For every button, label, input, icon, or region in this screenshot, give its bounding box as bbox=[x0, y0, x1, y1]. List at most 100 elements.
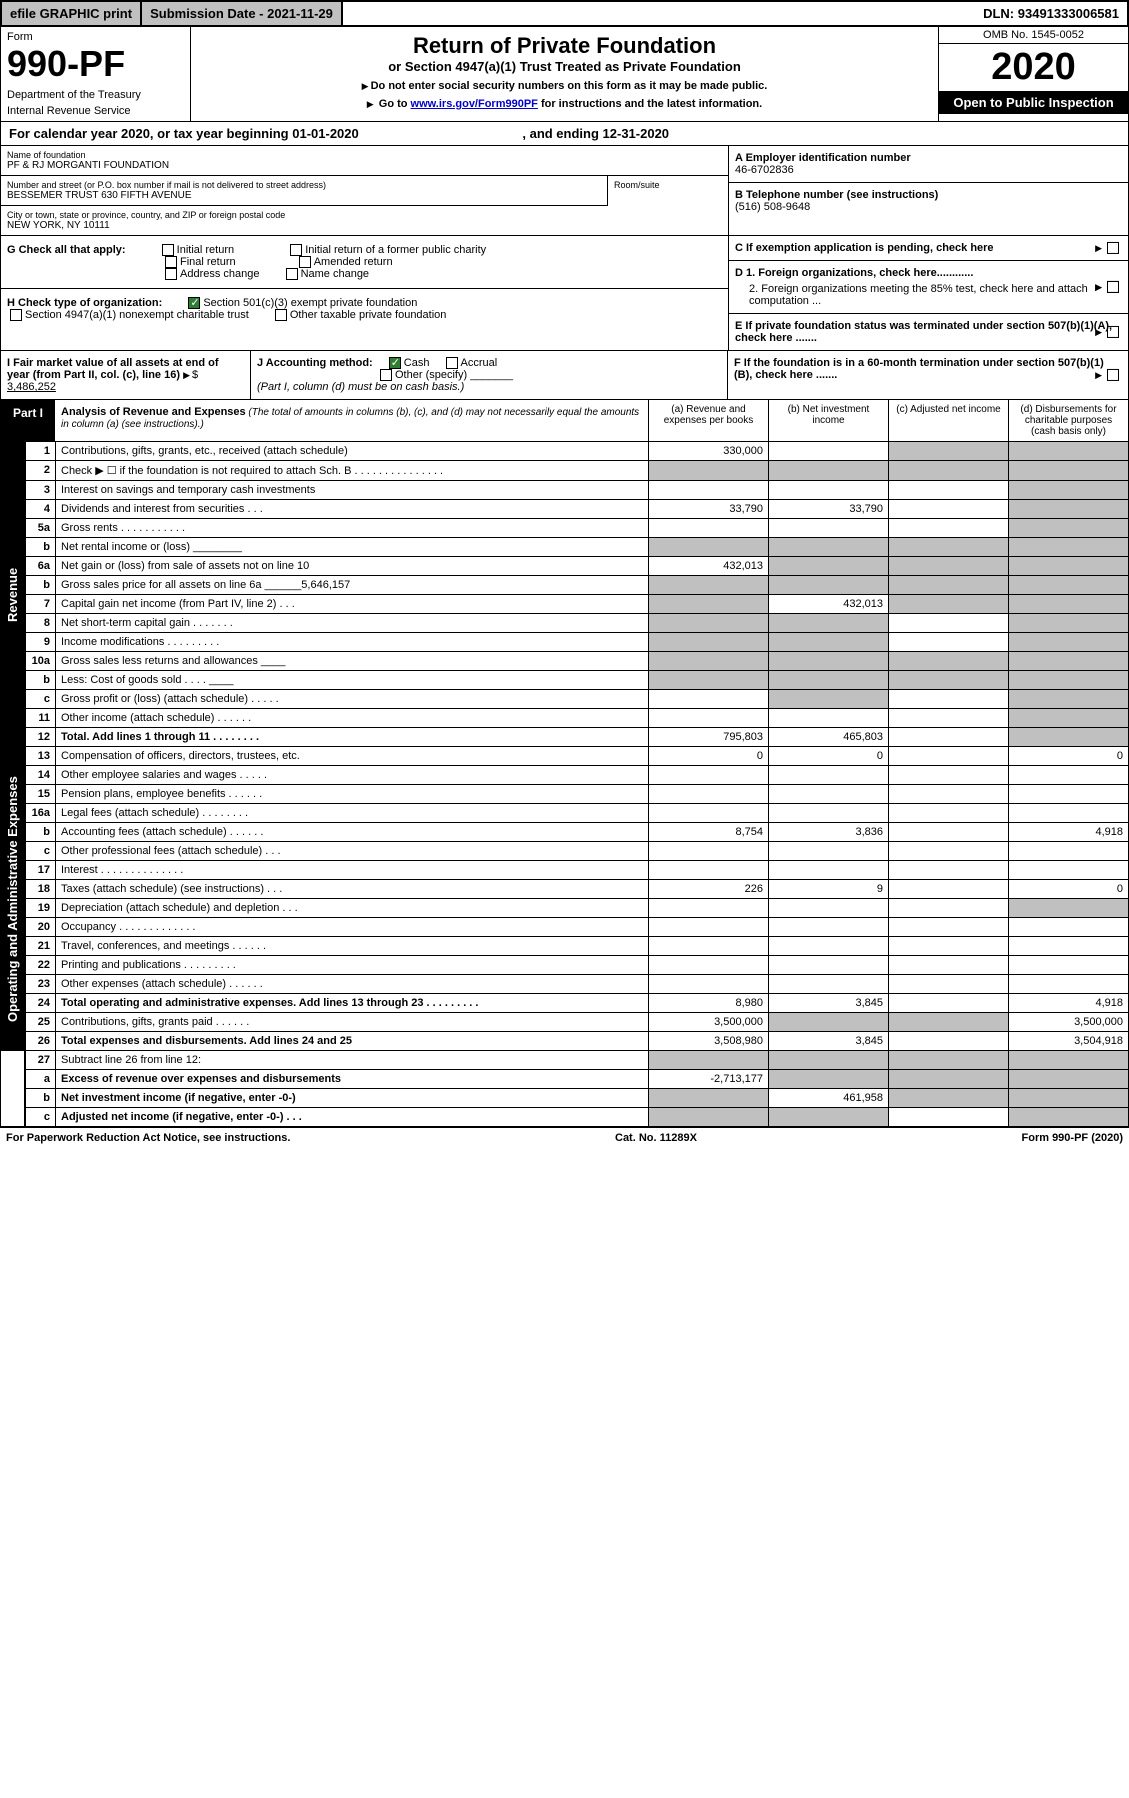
revenue-table: 1 Contributions, gifts, grants, etc., re… bbox=[25, 442, 1129, 747]
table-cell: 0 bbox=[649, 747, 769, 766]
line-desc: Dividends and interest from securities .… bbox=[56, 500, 649, 519]
table-row: 14 Other employee salaries and wages . .… bbox=[26, 766, 1129, 785]
table-cell: -2,713,177 bbox=[649, 1070, 769, 1089]
table-cell bbox=[889, 766, 1009, 785]
table-cell bbox=[889, 576, 1009, 595]
table-cell bbox=[889, 557, 1009, 576]
table-cell bbox=[1009, 481, 1129, 500]
table-cell bbox=[889, 481, 1009, 500]
table-cell: 4,918 bbox=[1009, 823, 1129, 842]
cb-address[interactable] bbox=[165, 268, 177, 280]
table-cell bbox=[649, 690, 769, 709]
line-number: 20 bbox=[26, 918, 56, 937]
open-inspection: Open to Public Inspection bbox=[939, 91, 1128, 114]
info-section: Name of foundation PF & RJ MORGANTI FOUN… bbox=[0, 146, 1129, 236]
cb-initial[interactable] bbox=[162, 244, 174, 256]
cb-other-taxable[interactable] bbox=[275, 309, 287, 321]
table-cell bbox=[889, 880, 1009, 899]
line-desc: Accounting fees (attach schedule) . . . … bbox=[56, 823, 649, 842]
table-cell: 0 bbox=[1009, 747, 1129, 766]
line-desc: Income modifications . . . . . . . . . bbox=[56, 633, 649, 652]
line-desc: Total. Add lines 1 through 11 . . . . . … bbox=[56, 728, 649, 747]
cb-initial-former[interactable] bbox=[290, 244, 302, 256]
line-number: 15 bbox=[26, 785, 56, 804]
cb-e[interactable] bbox=[1107, 326, 1119, 338]
col-a: (a) Revenue and expenses per books bbox=[648, 400, 768, 441]
table-cell bbox=[889, 500, 1009, 519]
table-cell bbox=[769, 975, 889, 994]
table-cell bbox=[1009, 595, 1129, 614]
cb-name[interactable] bbox=[286, 268, 298, 280]
cb-accrual[interactable] bbox=[446, 357, 458, 369]
form-header: Form 990-PF Department of the Treasury I… bbox=[0, 27, 1129, 122]
cb-cash[interactable] bbox=[389, 357, 401, 369]
line-desc: Printing and publications . . . . . . . … bbox=[56, 956, 649, 975]
cb-501c3[interactable] bbox=[188, 297, 200, 309]
cb-final[interactable] bbox=[165, 256, 177, 268]
cb-amended[interactable] bbox=[299, 256, 311, 268]
table-cell bbox=[649, 956, 769, 975]
expenses-section: Operating and Administrative Expenses 13… bbox=[0, 747, 1129, 1051]
table-cell bbox=[769, 918, 889, 937]
form990pf-link[interactable]: www.irs.gov/Form990PF bbox=[411, 98, 538, 110]
cb-d2[interactable] bbox=[1107, 281, 1119, 293]
table-cell bbox=[769, 690, 889, 709]
table-cell: 0 bbox=[769, 747, 889, 766]
i-cell: I Fair market value of all assets at end… bbox=[1, 351, 251, 399]
table-cell bbox=[649, 766, 769, 785]
table-cell bbox=[889, 614, 1009, 633]
line-desc: Interest on savings and temporary cash i… bbox=[56, 481, 649, 500]
line-number: 13 bbox=[26, 747, 56, 766]
line-number: b bbox=[26, 538, 56, 557]
part1-header: Part I Analysis of Revenue and Expenses … bbox=[0, 400, 1129, 442]
line-desc: Gross sales price for all assets on line… bbox=[56, 576, 649, 595]
table-cell bbox=[1009, 633, 1129, 652]
form-number: 990-PF bbox=[7, 43, 184, 85]
cb-4947[interactable] bbox=[10, 309, 22, 321]
form-title: Return of Private Foundation bbox=[197, 33, 932, 59]
table-cell bbox=[649, 899, 769, 918]
table-cell bbox=[649, 709, 769, 728]
revenue-label: Revenue bbox=[1, 442, 25, 747]
bottom-table: 27 Subtract line 26 from line 12: a Exce… bbox=[25, 1051, 1129, 1127]
table-cell bbox=[1009, 861, 1129, 880]
table-cell bbox=[649, 937, 769, 956]
table-cell bbox=[769, 1013, 889, 1032]
table-cell: 461,958 bbox=[769, 1089, 889, 1108]
info-left: Name of foundation PF & RJ MORGANTI FOUN… bbox=[1, 146, 728, 235]
table-cell: 226 bbox=[649, 880, 769, 899]
table-row: 19 Depreciation (attach schedule) and de… bbox=[26, 899, 1129, 918]
ein-cell: A Employer identification number 46-6702… bbox=[729, 146, 1128, 183]
info-right: A Employer identification number 46-6702… bbox=[728, 146, 1128, 235]
table-cell bbox=[769, 804, 889, 823]
room-cell: Room/suite bbox=[608, 176, 728, 206]
table-cell: 3,500,000 bbox=[1009, 1013, 1129, 1032]
cb-f[interactable] bbox=[1107, 369, 1119, 381]
line-desc: Interest . . . . . . . . . . . . . . bbox=[56, 861, 649, 880]
table-row: 26 Total expenses and disbursements. Add… bbox=[26, 1032, 1129, 1051]
table-cell: 9 bbox=[769, 880, 889, 899]
table-cell bbox=[889, 442, 1009, 461]
table-cell bbox=[889, 842, 1009, 861]
cb-c[interactable] bbox=[1107, 242, 1119, 254]
table-cell bbox=[769, 1108, 889, 1127]
line-number: 12 bbox=[26, 728, 56, 747]
table-cell bbox=[769, 481, 889, 500]
omb-number: OMB No. 1545-0052 bbox=[939, 27, 1128, 44]
form-subtitle: or Section 4947(a)(1) Trust Treated as P… bbox=[197, 59, 932, 74]
cb-other-method[interactable] bbox=[380, 369, 392, 381]
table-row: 15 Pension plans, employee benefits . . … bbox=[26, 785, 1129, 804]
table-cell bbox=[1009, 538, 1129, 557]
revenue-section: Revenue 1 Contributions, gifts, grants, … bbox=[0, 442, 1129, 747]
efile-label: efile GRAPHIC print bbox=[2, 2, 142, 25]
table-cell bbox=[769, 538, 889, 557]
table-cell bbox=[889, 899, 1009, 918]
line-desc: Net rental income or (loss) ________ bbox=[56, 538, 649, 557]
line-number: b bbox=[26, 823, 56, 842]
line-desc: Travel, conferences, and meetings . . . … bbox=[56, 937, 649, 956]
check-right: C If exemption application is pending, c… bbox=[728, 236, 1128, 350]
footer-right: Form 990-PF (2020) bbox=[1022, 1132, 1124, 1144]
line-desc: Subtract line 26 from line 12: bbox=[56, 1051, 649, 1070]
table-cell bbox=[1009, 785, 1129, 804]
line-number: 3 bbox=[26, 481, 56, 500]
